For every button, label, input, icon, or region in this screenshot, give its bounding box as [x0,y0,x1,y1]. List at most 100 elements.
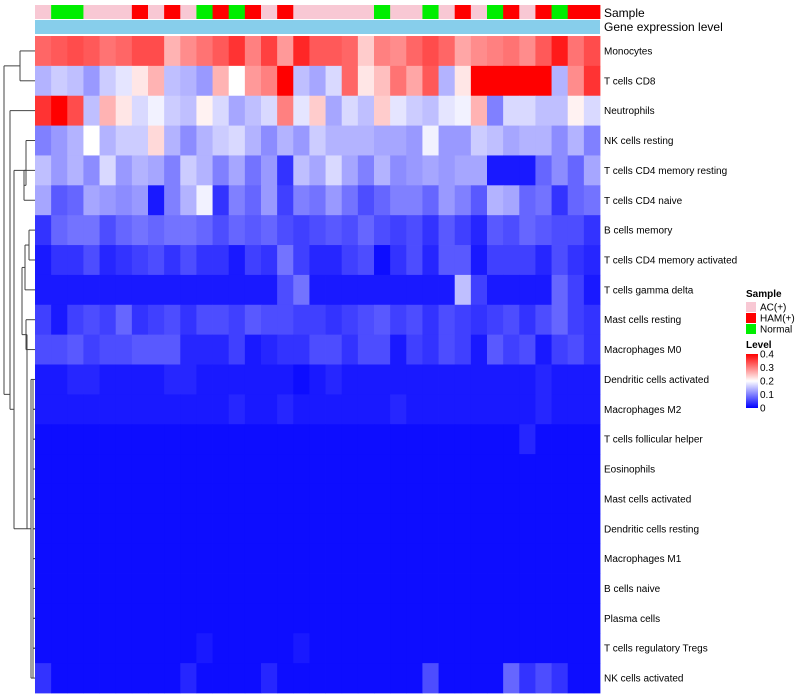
cell-r21-c35 [583,633,601,664]
cell-r8-c32 [535,245,552,276]
cell-r11-c31 [519,334,536,365]
cell-r15-c29 [487,454,504,485]
cell-r9-c29 [487,274,504,306]
cell-r7-c5 [99,215,117,246]
cell-r3-c30 [503,95,520,126]
cell-r1-c9 [164,36,181,67]
cell-r14-c19 [325,424,343,455]
cell-r10-c34 [567,304,585,336]
cell-r6-c29 [487,185,504,216]
cell-r4-c34 [567,125,585,156]
cell-r6-c15 [261,185,278,216]
cell-r3-c1 [35,95,52,126]
sample-cell-11 [196,5,213,19]
sample-cell-15 [261,5,278,19]
cell-r10-c17 [293,304,310,336]
cell-r18-c27 [454,543,472,574]
cell-r18-c15 [261,543,278,574]
cell-r13-c14 [244,394,262,425]
cell-r10-c28 [470,304,488,336]
cell-r8-c17 [293,245,310,276]
cell-r6-c31 [519,185,536,216]
row-label-6: T cells CD4 naive [604,196,683,207]
cell-r22-c23 [390,663,407,694]
cell-r15-c9 [164,454,181,485]
cell-r3-c33 [551,95,569,126]
cell-r7-c1 [35,215,52,246]
cell-r10-c24 [406,304,423,336]
cell-r2-c18 [309,65,326,97]
cell-r16-c1 [35,483,52,515]
cell-r21-c28 [470,633,488,664]
cell-r7-c7 [131,215,149,246]
cell-r16-c5 [99,483,117,515]
cell-r14-c9 [164,424,181,455]
cell-r1-c8 [148,36,165,67]
cell-r13-c5 [99,394,117,425]
cell-r15-c33 [551,454,569,485]
cell-r17-c33 [551,513,569,545]
cell-r12-c30 [503,364,520,395]
cell-r15-c31 [519,454,536,485]
cell-r10-c8 [148,304,165,336]
cell-r6-c23 [390,185,407,216]
cell-r17-c24 [406,513,423,545]
cell-r10-c31 [519,304,536,336]
cell-r21-c34 [567,633,585,664]
cell-r3-c22 [374,95,391,126]
sample-legend-label-ham: HAM(+) [760,314,795,325]
cell-r22-c30 [503,663,520,694]
cell-r13-c10 [180,394,197,425]
cell-r13-c25 [422,394,439,425]
cell-r19-c18 [309,573,326,604]
cell-r4-c25 [422,125,439,156]
cell-r6-c34 [567,185,585,216]
cell-r21-c26 [438,633,456,664]
cell-r21-c21 [357,633,375,664]
cell-r5-c22 [374,155,391,186]
cell-r20-c27 [454,603,472,634]
cell-r3-c3 [67,95,84,126]
cell-r22-c19 [325,663,343,694]
cell-r8-c20 [341,245,359,276]
cell-r5-c1 [35,155,52,186]
cell-r10-c9 [164,304,181,336]
cell-r18-c12 [212,543,230,574]
cell-r18-c4 [83,543,100,574]
cell-r13-c13 [228,394,246,425]
cell-r9-c10 [180,274,197,306]
cell-r19-c3 [67,573,84,604]
sample-cell-14 [244,5,262,19]
cell-r9-c3 [67,274,84,306]
cell-r12-c7 [131,364,149,395]
cell-r17-c16 [277,513,294,545]
cell-r22-c3 [67,663,84,694]
sample-legend-swatch-nor [746,324,756,334]
row-label-11: Macrophages M0 [604,345,682,356]
cell-r19-c24 [406,573,423,604]
cell-r15-c6 [115,454,133,485]
cell-r13-c11 [196,394,213,425]
cell-r5-c7 [131,155,149,186]
cell-r20-c14 [244,603,262,634]
cell-r4-c27 [454,125,472,156]
cell-r2-c22 [374,65,391,97]
cell-r1-c12 [212,36,230,67]
cell-r2-c11 [196,65,213,97]
row-label-9: T cells gamma delta [604,285,694,296]
cell-r1-c26 [438,36,456,67]
cell-r6-c6 [115,185,133,216]
cell-r11-c27 [454,334,472,365]
cell-r9-c15 [261,274,278,306]
cell-r18-c13 [228,543,246,574]
sample-cell-29 [487,5,504,19]
cell-r8-c27 [454,245,472,276]
cell-r19-c22 [374,573,391,604]
level-tick-label: 0.2 [760,377,774,388]
cell-r15-c25 [422,454,439,485]
cell-r20-c11 [196,603,213,634]
cell-r8-c15 [261,245,278,276]
cell-r12-c11 [196,364,213,395]
sample-cell-22 [374,5,391,19]
cell-r11-c10 [180,334,197,365]
